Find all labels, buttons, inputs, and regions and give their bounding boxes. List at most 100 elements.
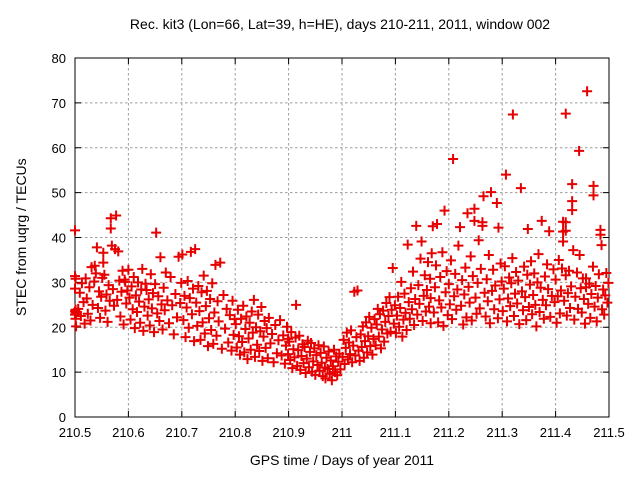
data-point-marker (597, 304, 608, 315)
data-point-marker (95, 312, 106, 323)
data-point-marker (434, 295, 445, 306)
data-point-marker (134, 296, 145, 307)
data-point-marker (435, 271, 446, 282)
data-point-marker (198, 270, 209, 281)
data-point-marker (439, 205, 450, 216)
data-point-marker (221, 303, 232, 314)
data-point-marker (602, 297, 613, 308)
data-point-marker (70, 273, 81, 284)
data-point-marker (570, 291, 581, 302)
data-point-marker (441, 266, 452, 277)
data-point-marker (168, 329, 179, 340)
data-point-marker (228, 329, 239, 340)
data-point-marker (205, 293, 216, 304)
data-point-marker (464, 297, 475, 308)
data-point-marker (521, 315, 532, 326)
data-point-marker (105, 213, 116, 224)
data-point-marker (593, 269, 604, 280)
data-point-marker (295, 364, 306, 375)
data-point-marker (130, 290, 141, 301)
data-point-marker (530, 299, 541, 310)
data-point-marker (389, 300, 400, 311)
data-point-marker (118, 319, 129, 330)
data-point-marker (154, 315, 165, 326)
data-point-marker (289, 352, 300, 363)
y-tick-label: 80 (52, 51, 66, 66)
data-point-marker (507, 109, 518, 120)
data-point-marker (258, 331, 269, 342)
data-point-marker (300, 368, 311, 379)
data-point-marker (189, 336, 200, 347)
data-point-marker (237, 337, 248, 348)
data-point-marker (569, 314, 580, 325)
data-point-marker (363, 331, 374, 342)
data-point-marker (89, 276, 100, 287)
data-point-marker (255, 326, 266, 337)
data-point-marker (550, 274, 561, 285)
y-axis-label: STEC from uqrg / TECUs (13, 158, 29, 316)
data-point-marker (271, 348, 282, 359)
data-point-marker (223, 337, 234, 348)
data-point-marker (197, 317, 208, 328)
data-point-marker (327, 361, 338, 372)
data-point-marker (196, 287, 207, 298)
data-point-marker (337, 351, 348, 362)
data-point-marker (447, 314, 458, 325)
data-point-marker (101, 289, 112, 300)
data-point-marker (200, 301, 211, 312)
data-point-marker (368, 333, 379, 344)
data-point-marker (500, 169, 511, 180)
data-point-marker (226, 345, 237, 356)
data-point-marker (401, 324, 412, 335)
data-point-marker (232, 304, 243, 315)
data-point-marker (210, 259, 221, 270)
data-point-marker (227, 295, 238, 306)
data-point-marker (443, 279, 454, 290)
data-point-marker (415, 253, 426, 264)
x-tick-label: 211.4 (540, 425, 572, 440)
data-point-marker (583, 298, 594, 309)
data-point-marker (455, 222, 466, 233)
data-point-marker (170, 289, 181, 300)
data-point-marker (488, 264, 499, 275)
data-point-marker (364, 311, 375, 322)
data-point-marker (534, 306, 545, 317)
data-point-marker (432, 219, 443, 230)
data-point-marker (591, 316, 602, 327)
y-tick-label: 30 (52, 275, 66, 290)
data-point-marker (286, 327, 297, 338)
data-point-marker (527, 309, 538, 320)
data-point-marker (426, 248, 437, 259)
data-point-marker (466, 315, 477, 326)
data-point-marker (599, 309, 610, 320)
data-point-marker (144, 320, 155, 331)
data-point-marker (326, 375, 337, 386)
data-point-marker (553, 254, 564, 265)
data-point-marker (139, 301, 150, 312)
data-point-marker (252, 339, 263, 350)
data-point-marker (177, 249, 188, 260)
data-point-marker (92, 302, 103, 313)
data-point-marker (480, 311, 491, 322)
data-point-marker (529, 268, 540, 279)
data-point-marker (567, 205, 578, 216)
data-point-marker (508, 311, 519, 322)
data-point-marker (366, 322, 377, 333)
data-point-marker (186, 309, 197, 320)
data-point-marker (179, 290, 190, 301)
data-point-marker (263, 312, 274, 323)
data-point-marker (469, 215, 480, 226)
data-point-marker (458, 319, 469, 330)
data-point-marker (533, 249, 544, 260)
data-point-marker (149, 327, 160, 338)
data-point-marker (175, 298, 186, 309)
data-point-marker (536, 215, 547, 226)
data-point-marker (91, 242, 102, 253)
data-point-marker (123, 264, 134, 275)
data-point-marker (492, 313, 503, 324)
data-point-marker (281, 321, 292, 332)
data-point-marker (411, 220, 422, 231)
data-point-marker (332, 370, 343, 381)
data-point-marker (584, 278, 595, 289)
